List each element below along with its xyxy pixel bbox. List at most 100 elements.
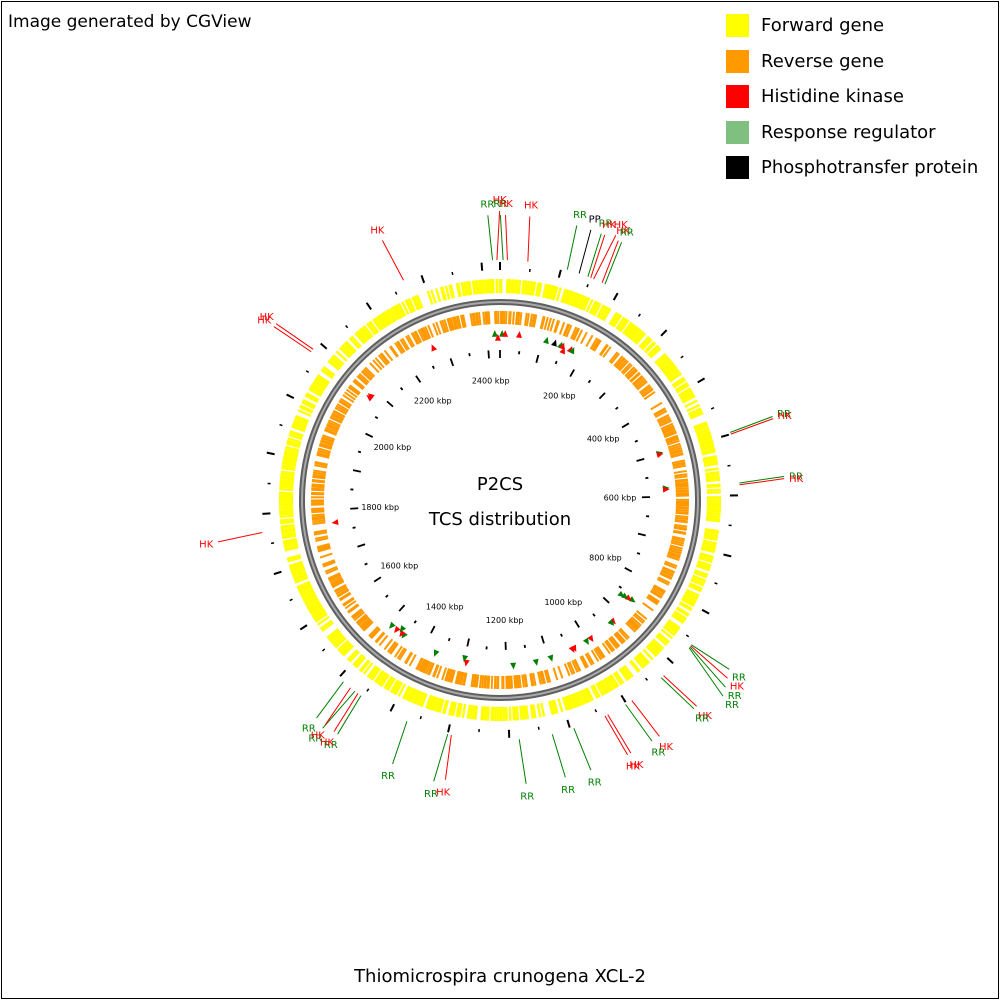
forward-gene bbox=[659, 358, 672, 370]
forward-gene bbox=[590, 301, 600, 316]
reverse-gene bbox=[311, 507, 325, 511]
forward-gene bbox=[703, 536, 718, 542]
callout-label: RR bbox=[732, 672, 746, 683]
forward-gene bbox=[319, 619, 333, 630]
reverse-gene bbox=[553, 319, 560, 333]
forward-gene bbox=[698, 556, 713, 564]
forward-gene bbox=[407, 298, 416, 312]
reverse-gene bbox=[545, 669, 552, 683]
reverse-gene bbox=[563, 323, 571, 337]
scale-tick bbox=[357, 450, 362, 454]
reverse-gene bbox=[311, 508, 325, 512]
outer-tick bbox=[365, 302, 372, 311]
reverse-gene bbox=[596, 645, 606, 658]
reverse-gene bbox=[669, 546, 683, 552]
reverse-gene bbox=[316, 453, 330, 459]
reverse-gene bbox=[673, 526, 687, 531]
reverse-gene bbox=[357, 615, 369, 626]
reverse-gene bbox=[642, 602, 654, 612]
callout-label: HK bbox=[614, 220, 629, 231]
reverse-gene bbox=[394, 645, 403, 658]
forward-gene bbox=[688, 584, 702, 593]
forward-gene bbox=[279, 506, 294, 510]
forward-gene bbox=[287, 437, 302, 444]
reverse-gene bbox=[523, 674, 528, 688]
reverse-gene bbox=[446, 318, 453, 332]
reverse-gene bbox=[311, 483, 325, 487]
forward-gene bbox=[430, 289, 437, 304]
forward-gene bbox=[286, 439, 301, 446]
reverse-gene-track bbox=[310, 310, 690, 690]
forward-gene bbox=[681, 598, 695, 607]
callout-line bbox=[381, 240, 404, 281]
reverse-gene bbox=[327, 421, 341, 429]
callout-line bbox=[593, 235, 617, 280]
reverse-gene bbox=[539, 315, 545, 329]
forward-gene bbox=[338, 641, 351, 653]
reverse-gene bbox=[673, 469, 687, 474]
forward-gene bbox=[280, 470, 295, 475]
tcs-marker bbox=[656, 452, 664, 459]
reverse-gene bbox=[602, 346, 612, 358]
reverse-gene bbox=[675, 490, 689, 493]
reverse-gene bbox=[415, 657, 423, 670]
reverse-gene bbox=[665, 434, 679, 441]
reverse-gene bbox=[667, 551, 681, 557]
callout-line bbox=[578, 229, 592, 274]
reverse-gene bbox=[311, 480, 325, 484]
tcs-marker bbox=[510, 662, 517, 670]
outer-tick bbox=[697, 377, 706, 384]
forward-gene bbox=[292, 570, 307, 578]
forward-gene bbox=[363, 325, 374, 338]
reverse-gene bbox=[575, 329, 584, 342]
callout-line bbox=[739, 475, 785, 484]
forward-gene bbox=[512, 706, 516, 721]
forward-gene bbox=[531, 281, 537, 296]
reverse-gene bbox=[656, 413, 670, 422]
reverse-gene bbox=[377, 354, 388, 366]
reverse-gene bbox=[421, 659, 429, 673]
reverse-gene bbox=[311, 488, 325, 492]
callout-line bbox=[337, 695, 362, 735]
reverse-gene bbox=[617, 358, 628, 370]
forward-gene bbox=[692, 574, 707, 582]
reverse-gene bbox=[450, 669, 456, 683]
scale-tick-label: 1000 kbp bbox=[544, 598, 582, 607]
callout-label: HK bbox=[698, 711, 713, 722]
forward-gene bbox=[637, 653, 649, 666]
reverse-gene bbox=[518, 312, 523, 326]
forward-gene bbox=[699, 553, 714, 560]
legend-item-phosphotransfer-protein: Phosphotransfer protein bbox=[726, 150, 978, 186]
reverse-gene bbox=[355, 613, 367, 624]
reverse-gene bbox=[401, 337, 410, 350]
forward-gene bbox=[647, 345, 660, 357]
forward-gene bbox=[695, 425, 710, 433]
reverse-gene bbox=[487, 311, 491, 325]
reverse-gene bbox=[349, 384, 361, 395]
reverse-gene bbox=[532, 314, 538, 328]
reverse-gene bbox=[388, 642, 398, 654]
reverse-gene bbox=[420, 327, 428, 341]
scale-tick bbox=[386, 400, 394, 408]
forward-gene bbox=[568, 291, 576, 306]
forward-gene bbox=[284, 448, 299, 454]
reverse-gene bbox=[647, 594, 660, 604]
callout-line bbox=[573, 728, 592, 771]
reverse-gene bbox=[512, 311, 515, 325]
tcs-marker bbox=[502, 330, 509, 337]
scale-tick bbox=[413, 620, 417, 624]
scale-tick bbox=[602, 596, 610, 604]
reverse-gene bbox=[312, 521, 326, 526]
reverse-gene bbox=[643, 390, 656, 401]
reverse-gene bbox=[364, 366, 376, 378]
reverse-gene bbox=[324, 429, 337, 436]
forward-gene bbox=[321, 367, 335, 379]
outer-tick bbox=[420, 274, 426, 284]
reverse-gene bbox=[592, 339, 601, 352]
tcs-marker bbox=[491, 330, 498, 337]
reverse-gene bbox=[314, 535, 328, 540]
reverse-gene bbox=[453, 316, 459, 330]
forward-gene bbox=[313, 379, 327, 389]
reverse-gene bbox=[428, 662, 435, 676]
reverse-gene bbox=[669, 544, 683, 550]
